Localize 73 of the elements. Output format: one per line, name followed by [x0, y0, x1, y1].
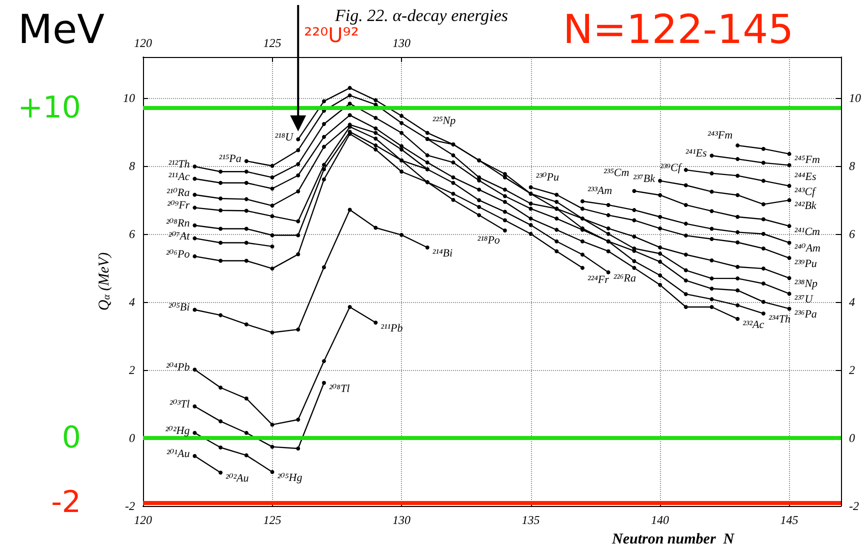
ref-line-label: -2 — [51, 485, 81, 520]
x-axis-title: Neutron number N — [611, 532, 736, 548]
annotation: ²³⁹Cf — [660, 162, 683, 174]
x-tick-label: 145 — [780, 513, 798, 527]
annotation: ²⁴³Cf — [794, 186, 818, 198]
annotation: ²⁰⁵Hg — [277, 472, 303, 484]
annotation: ²⁰⁷At — [168, 230, 191, 242]
x-tick-label: 135 — [522, 513, 540, 527]
annotation: ²⁰¹Au — [166, 448, 190, 460]
y2-tick-label: -2 — [849, 499, 859, 513]
y-tick-label: 10 — [123, 90, 135, 105]
y2-tick-label: 8 — [849, 158, 855, 173]
annotation: ²¹¹Pb — [380, 322, 404, 335]
annotation: ²³⁷U — [794, 294, 814, 306]
y2-tick-label: 4 — [849, 294, 855, 309]
y2-tick-label: 0 — [849, 430, 855, 445]
y-tick-label: 6 — [129, 226, 135, 241]
annotation: ²⁰³Tl — [170, 398, 190, 410]
annotation: ²¹⁸Po — [477, 234, 500, 246]
annotation: ²³⁵Cm — [603, 167, 630, 180]
y-tick-label: 8 — [129, 158, 135, 173]
annotation: ²⁰⁵Bi — [168, 302, 190, 314]
annotation: ²¹⁵Pa — [218, 153, 242, 166]
annotation: ²⁰⁴Pb — [166, 362, 190, 374]
y-tick-label: -2 — [125, 499, 135, 513]
annotation: ²³²Ac — [742, 318, 764, 331]
text: N=122-145 — [563, 7, 794, 53]
annotation: ²⁰⁸Rn — [166, 217, 190, 230]
y-tick-label: 2 — [129, 362, 135, 377]
annotation: ²³⁹Pu — [794, 258, 818, 270]
annotation: ²¹²Th — [168, 158, 190, 171]
annotation: ²³⁴Th — [768, 313, 791, 326]
annotation: ²¹⁴Bi — [432, 247, 453, 260]
x-tick-label: 140 — [651, 513, 670, 527]
y-axis-title: Qα (MeV) — [96, 252, 113, 311]
annotation: ²³³Am — [587, 185, 612, 198]
annotation: ²³⁰Pu — [536, 171, 560, 184]
annotation: ²²⁴Fr — [587, 274, 610, 286]
x2-tick-label: 120 — [134, 36, 152, 50]
y-tick-label: 4 — [129, 294, 135, 309]
annotation: ²⁴¹Cm — [794, 226, 820, 238]
y-tick-label: 0 — [129, 430, 135, 445]
annotation: ²⁰⁹Fr — [167, 200, 190, 212]
annotation: ²⁰⁸Tl — [328, 382, 350, 395]
x2-tick-label: 125 — [263, 36, 282, 50]
annotation: ²⁴⁴Es — [794, 171, 816, 184]
annotation: ²⁰²Hg — [165, 424, 190, 437]
annotation: ²⁰²Au — [226, 472, 250, 485]
x2-tick-label: 130 — [392, 36, 411, 50]
annotation: ²⁴⁰Am — [794, 242, 821, 255]
annotation: ²⁴²Bk — [794, 200, 818, 212]
annotation: ²²⁵Np — [432, 114, 456, 127]
ref-line-label: +10 — [18, 90, 81, 126]
ref-line-label: 0 — [62, 420, 81, 456]
annotation: ²²⁶Ra — [613, 272, 636, 284]
x-tick-label: 120 — [134, 513, 152, 527]
annotation: ²¹⁰Ra — [166, 186, 190, 199]
annotation: ²⁰⁶Po — [166, 248, 190, 260]
y2-tick-label: 6 — [849, 226, 855, 241]
y2-tick-label: 10 — [849, 90, 861, 105]
annotation: ²⁴¹Es — [685, 148, 707, 160]
x-tick-label: 125 — [263, 513, 282, 527]
annotation: ²³⁶Pa — [794, 308, 818, 321]
text: MeV — [18, 7, 106, 53]
annotation: ²⁴³Fm — [708, 129, 733, 142]
x-tick-label: 130 — [392, 513, 411, 527]
y2-tick-label: 2 — [849, 362, 855, 377]
annotation: ²³⁸Np — [794, 278, 818, 290]
annotation: ²¹¹Ac — [168, 170, 190, 183]
annotation: ²⁴⁵Fm — [794, 154, 820, 166]
chart-title: Fig. 22. α-decay energies — [334, 6, 508, 25]
annotation: ²¹⁸U — [274, 131, 294, 144]
annotation: ²³⁷Bk — [633, 172, 656, 185]
